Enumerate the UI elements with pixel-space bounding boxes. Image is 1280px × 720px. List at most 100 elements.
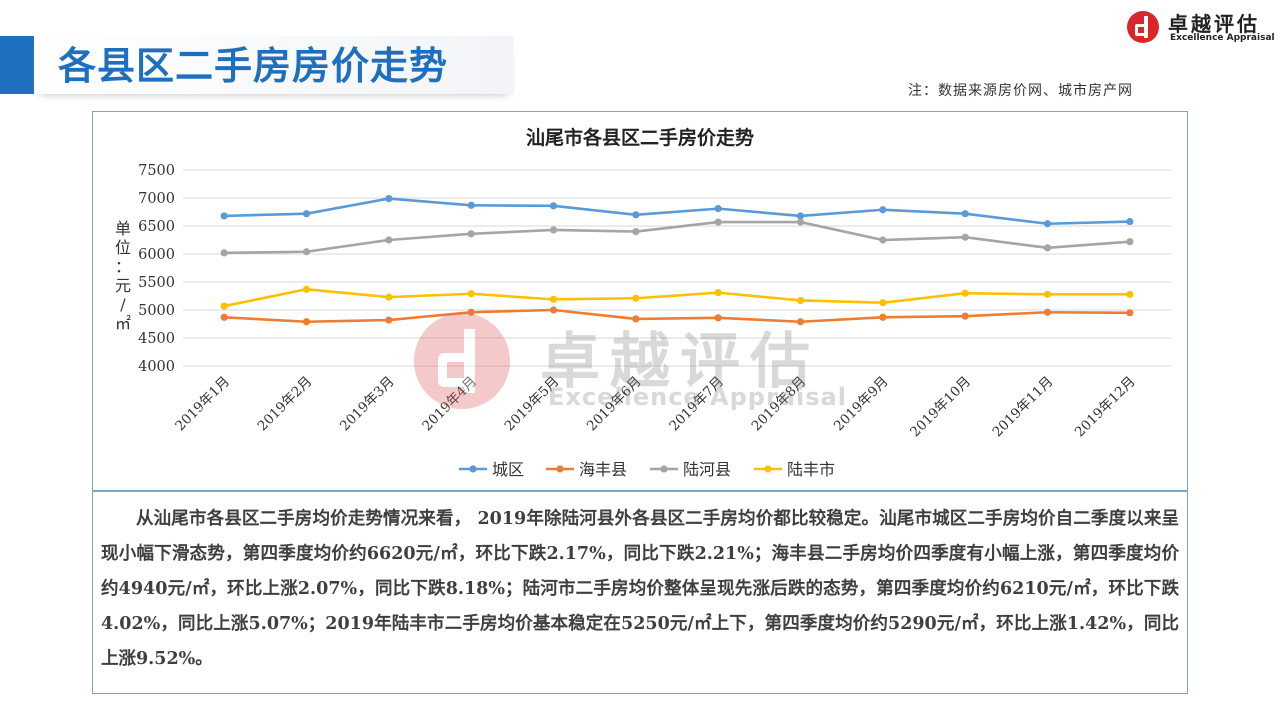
- y-tick-labels: 4000 4500 5000 5500 6000 6500 7000 7500: [138, 163, 175, 375]
- legend-marker: [556, 465, 564, 473]
- data-point: [1126, 290, 1134, 298]
- x-tick-label: 2019年4月: [419, 374, 480, 435]
- source-note: 注：数据来源房价网、城市房产网: [908, 83, 1133, 99]
- line-chart: 汕尾市各县区二手房价走势 4000 4500 5000 5500 6000 6500 700…: [115, 126, 1171, 479]
- series-lines: [220, 194, 1134, 326]
- y-axis-label-char: 单: [115, 219, 131, 238]
- logo-mark-icon: [1127, 11, 1159, 43]
- x-tick-label: 2019年12月: [1072, 374, 1139, 441]
- logo-name: 卓越评估: [1168, 12, 1260, 36]
- x-tick-label: 2019年3月: [337, 374, 398, 435]
- y-tick-label: 4000: [138, 359, 175, 375]
- data-point: [1126, 217, 1134, 226]
- data-point: [302, 210, 311, 218]
- summary-panel: 从汕尾市各县区二手房均价走势情况来看， 2019年除陆河县外各县区二手房均价都比…: [92, 491, 1188, 694]
- data-point: [385, 194, 393, 203]
- data-point: [302, 318, 311, 326]
- legend-label: 海丰县: [579, 460, 627, 479]
- data-point: [467, 308, 475, 316]
- x-tick-label: 2019年5月: [502, 374, 563, 435]
- data-point: [714, 205, 722, 213]
- y-axis-label-char: ：: [115, 257, 131, 276]
- x-tick-label: 2019年11月: [989, 374, 1056, 441]
- legend-label: 城区: [492, 460, 524, 479]
- data-point: [1043, 220, 1052, 228]
- y-tick-label: 7000: [138, 191, 175, 207]
- logo-subtitle: Excellence Appraisal: [1170, 33, 1275, 43]
- chart-panel: 汕尾市各县区二手房价走势 4000 4500 5000 5500 6000 6500 700…: [92, 111, 1188, 491]
- x-tick-label: 2019年7月: [666, 374, 727, 435]
- data-point: [302, 285, 311, 293]
- data-point: [714, 314, 722, 322]
- series-line: [223, 287, 1130, 308]
- data-point: [879, 206, 887, 214]
- data-point: [220, 212, 228, 220]
- x-tick-label: 2019年1月: [172, 374, 233, 435]
- data-point: [714, 289, 722, 297]
- data-point: [961, 233, 969, 241]
- x-tick-labels: 2019年1月 2019年2月 2019年3月 2019年4月 2019年5月 2019年…: [172, 374, 1138, 441]
- y-tick-label: 5000: [138, 303, 175, 319]
- data-point: [467, 230, 475, 238]
- data-point: [961, 210, 969, 218]
- legend: 城区 海丰县 陆河县 陆丰市: [459, 460, 835, 479]
- data-point: [1126, 309, 1134, 317]
- y-axis-label-char: 位: [115, 238, 131, 257]
- data-point: [385, 293, 393, 301]
- data-point: [632, 315, 640, 323]
- data-point: [796, 318, 805, 326]
- y-axis-label-char: ㎡: [115, 314, 131, 333]
- title-stripe: [34, 36, 514, 94]
- data-point: [632, 211, 640, 219]
- data-point: [1043, 290, 1052, 298]
- data-point: [1043, 244, 1052, 252]
- y-tick-label: 7500: [138, 163, 175, 179]
- data-point: [467, 201, 475, 209]
- title-accent-bar: [0, 36, 34, 94]
- data-point: [796, 218, 805, 226]
- legend-label: 陆河县: [683, 460, 731, 479]
- company-logo: 卓越评估 Excellence Appraisal: [1126, 6, 1276, 46]
- data-point: [879, 299, 887, 307]
- data-point: [796, 296, 805, 305]
- data-point: [302, 248, 311, 256]
- data-point: [467, 290, 475, 298]
- legend-marker: [764, 465, 772, 473]
- legend-label: 陆丰市: [787, 460, 835, 479]
- data-point: [1126, 238, 1134, 246]
- y-axis-label-char: 元: [115, 276, 131, 295]
- y-axis-label-char: /: [120, 295, 126, 314]
- data-point: [961, 289, 969, 297]
- data-point: [220, 249, 228, 257]
- data-point: [549, 226, 558, 234]
- data-point: [549, 306, 558, 314]
- data-point: [796, 212, 805, 220]
- series-line: [224, 220, 1130, 255]
- data-point: [220, 313, 228, 321]
- data-point: [714, 218, 722, 226]
- summary-text: 从汕尾市各县区二手房均价走势情况来看， 2019年除陆河县外各县区二手房均价都比…: [101, 509, 1179, 669]
- data-point: [1043, 308, 1052, 316]
- x-tick-label: 2019年2月: [255, 374, 316, 435]
- page-title: 各县区二手房房价走势: [58, 44, 449, 88]
- grid-lines: [183, 169, 1171, 367]
- x-tick-label: 2019年9月: [831, 374, 892, 435]
- chart-title: 汕尾市各县区二手房价走势: [526, 126, 754, 149]
- x-tick-label: 2019年10月: [907, 374, 974, 441]
- data-point: [879, 313, 887, 321]
- x-tick-label: 2019年8月: [749, 374, 810, 435]
- y-tick-label: 6500: [138, 219, 175, 235]
- x-tick-label: 2019年6月: [584, 374, 645, 435]
- data-point: [385, 236, 393, 244]
- data-point: [879, 236, 887, 244]
- data-point: [549, 202, 558, 210]
- legend-marker: [660, 465, 668, 473]
- series-line: [224, 308, 1130, 324]
- data-point: [220, 302, 228, 310]
- data-point: [385, 316, 393, 324]
- data-point: [549, 295, 558, 303]
- y-tick-label: 5500: [138, 275, 175, 291]
- series-line: [224, 197, 1130, 226]
- y-tick-label: 4500: [138, 331, 175, 347]
- legend-marker: [469, 465, 477, 473]
